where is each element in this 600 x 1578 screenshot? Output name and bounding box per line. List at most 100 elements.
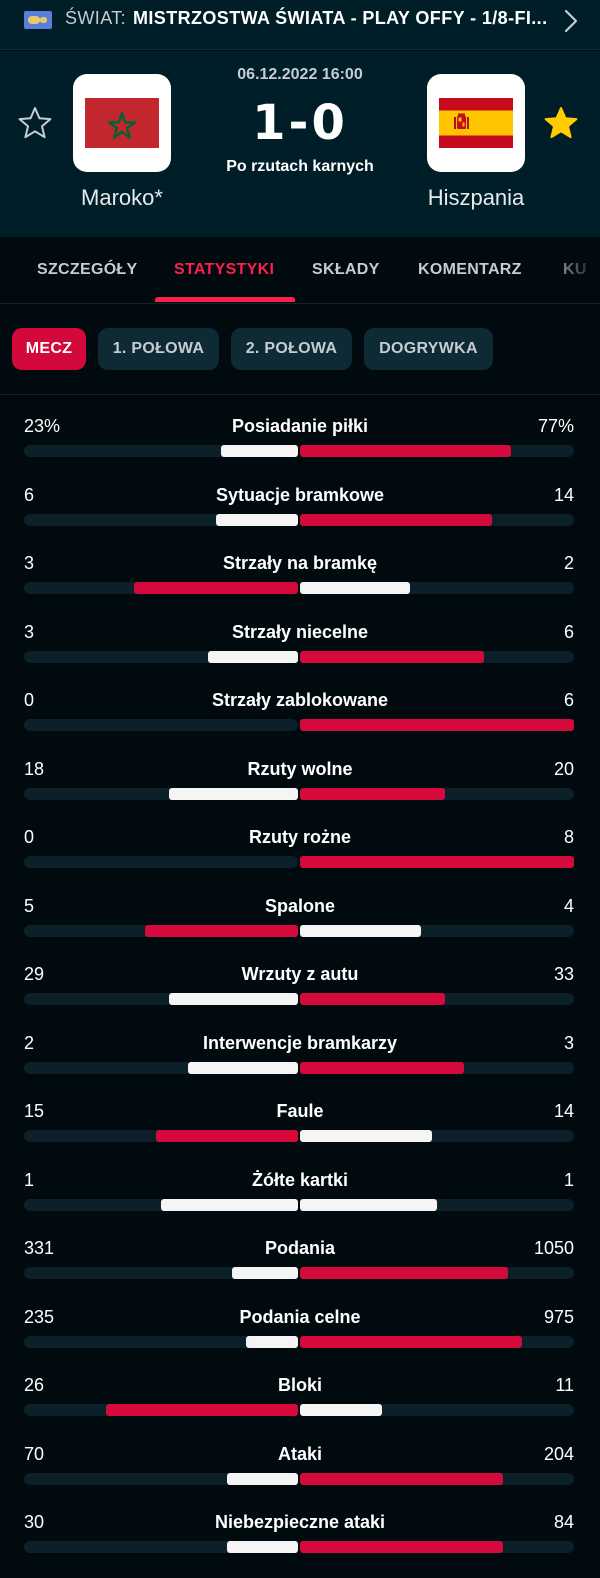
stat-home-value: 29 <box>24 964 45 984</box>
stat-away-bar-track <box>300 1061 574 1074</box>
stat-home-value: 0 <box>24 690 35 710</box>
morocco-flag-icon <box>85 98 159 148</box>
stat-away-bar-track <box>300 1472 574 1485</box>
stat-home-value: 331 <box>24 1238 55 1258</box>
stat-home-bar-track <box>24 1541 298 1553</box>
period-second-half-button[interactable]: 2. POŁOWA <box>231 328 352 370</box>
stat-home-bar <box>232 1267 298 1279</box>
section-divider <box>0 394 600 395</box>
stat-home-value: 18 <box>24 758 45 779</box>
chevron-right-icon[interactable] <box>561 8 581 34</box>
stat-label: Faule <box>276 1101 324 1121</box>
stat-label: Posiadanie piłki <box>231 416 369 436</box>
stat-home-bar <box>227 1541 298 1553</box>
home-team-name[interactable]: Maroko* <box>81 185 163 210</box>
stat-label: Rzuty rożne <box>248 827 351 847</box>
stat-away-bar <box>300 1541 503 1553</box>
stat-row: 30 Niebezpieczne ataki 84 <box>0 1504 600 1573</box>
stat-away-bar-track <box>300 993 574 1005</box>
stat-row: 0 Rzuty rożne 8 <box>0 819 600 888</box>
stat-away-bar <box>300 445 511 457</box>
stat-away-value: 4 <box>563 895 574 916</box>
stat-away-bar-track <box>300 445 574 457</box>
away-team-logo[interactable] <box>427 74 525 172</box>
stat-away-bar <box>300 513 492 526</box>
stat-home-value: 26 <box>24 1375 45 1395</box>
stat-label: Bloki <box>277 1375 322 1395</box>
tabs-fade-overlay <box>540 237 600 303</box>
stat-label: Spalone <box>264 895 335 916</box>
stat-label: Podania <box>264 1238 335 1258</box>
stat-home-bar <box>188 1061 298 1074</box>
stat-away-bar-track <box>300 856 574 868</box>
favorite-star-icon[interactable] <box>544 106 578 140</box>
stat-away-value: 2 <box>563 553 574 573</box>
stat-away-bar <box>300 650 484 663</box>
stat-home-value: 0 <box>24 827 35 847</box>
stat-away-value: 6 <box>563 621 574 642</box>
stat-row: 331 Podania 1050 <box>0 1230 600 1299</box>
stat-home-value: 3 <box>24 553 35 573</box>
stat-home-value: 23% <box>24 416 61 436</box>
stat-row: 1 Żółte kartki 1 <box>0 1162 600 1231</box>
away-team-name[interactable]: Hiszpania <box>427 185 525 210</box>
tab-lineups[interactable]: SKŁADY <box>312 261 380 278</box>
home-team-logo[interactable] <box>73 74 171 172</box>
stat-home-bar <box>221 445 298 457</box>
tab-details[interactable]: SZCZEGÓŁY <box>37 261 138 278</box>
stat-away-bar <box>300 787 445 800</box>
active-tab-indicator <box>155 297 295 302</box>
stat-row: 6 Sytuacje bramkowe 14 <box>0 477 600 546</box>
period-extra-time-button[interactable]: DOGRYWKA <box>364 328 493 370</box>
stat-away-value: 6 <box>563 690 574 710</box>
stat-label: Strzały zablokowane <box>211 690 389 710</box>
stat-label: Żółte kartki <box>251 1169 349 1190</box>
tab-statistics[interactable]: STATYSTYKI <box>174 261 275 278</box>
stat-home-bar <box>246 1335 298 1348</box>
stat-home-bar-track <box>24 1267 298 1279</box>
stat-away-bar <box>300 719 574 731</box>
stat-row: 26 Bloki 11 <box>0 1367 600 1436</box>
stat-home-value: 30 <box>24 1512 45 1532</box>
stat-home-bar-track <box>24 993 298 1005</box>
stat-away-bar-track <box>300 787 574 800</box>
stat-away-value: 1 <box>563 1169 574 1190</box>
stat-away-bar <box>300 1061 464 1074</box>
stat-away-bar <box>300 1198 437 1211</box>
stat-label: Wrzuty z autu <box>241 964 359 984</box>
match-datetime: 06.12.2022 16:00 <box>237 66 363 83</box>
stat-away-bar <box>300 856 574 868</box>
stat-row: 70 Ataki 204 <box>0 1436 600 1505</box>
match-header: Maroko* 06.12.2022 16:00 1-0 Po rzutach … <box>0 51 600 237</box>
stat-row: 29 Wrzuty z autu 33 <box>0 956 600 1025</box>
stat-row: 3 Strzały na bramkę 2 <box>0 545 600 614</box>
tab-commentary[interactable]: KOMENTARZ <box>418 261 522 278</box>
stat-away-value: 20 <box>553 758 574 779</box>
stat-away-bar <box>300 1472 503 1485</box>
stat-away-bar-track <box>300 1130 574 1142</box>
stat-away-bar-track <box>300 582 574 594</box>
stat-label: Sytuacje bramkowe <box>215 484 385 505</box>
stat-home-value: 1 <box>24 1169 35 1190</box>
stat-away-value: 11 <box>555 1375 574 1395</box>
stat-home-value: 6 <box>24 484 35 505</box>
stat-away-value: 77% <box>537 416 574 436</box>
stat-away-value: 3 <box>563 1032 574 1053</box>
favorite-star-icon[interactable] <box>18 106 52 140</box>
stat-home-bar-track <box>24 1198 298 1211</box>
stat-away-bar <box>300 1335 522 1348</box>
period-first-half-button[interactable]: 1. POŁOWA <box>98 328 219 370</box>
stat-home-bar-track <box>24 1130 298 1142</box>
stat-home-value: 2 <box>24 1032 35 1053</box>
period-match-button[interactable]: MECZ <box>12 328 86 370</box>
stat-away-value: 14 <box>553 1101 574 1121</box>
stat-row: 235 Podania celne 975 <box>0 1299 600 1368</box>
stat-away-bar-track <box>300 1198 574 1211</box>
stat-home-value: 70 <box>24 1443 45 1464</box>
stat-label: Niebezpieczne ataki <box>214 1512 386 1532</box>
stat-home-bar <box>134 582 298 594</box>
stat-away-bar <box>300 582 410 594</box>
stat-away-bar-track <box>300 650 574 663</box>
competition-breadcrumb[interactable]: ŚWIAT: MISTRZOSTWA ŚWIATA - PLAY OFFY - … <box>0 0 600 50</box>
stat-away-bar <box>300 924 421 937</box>
